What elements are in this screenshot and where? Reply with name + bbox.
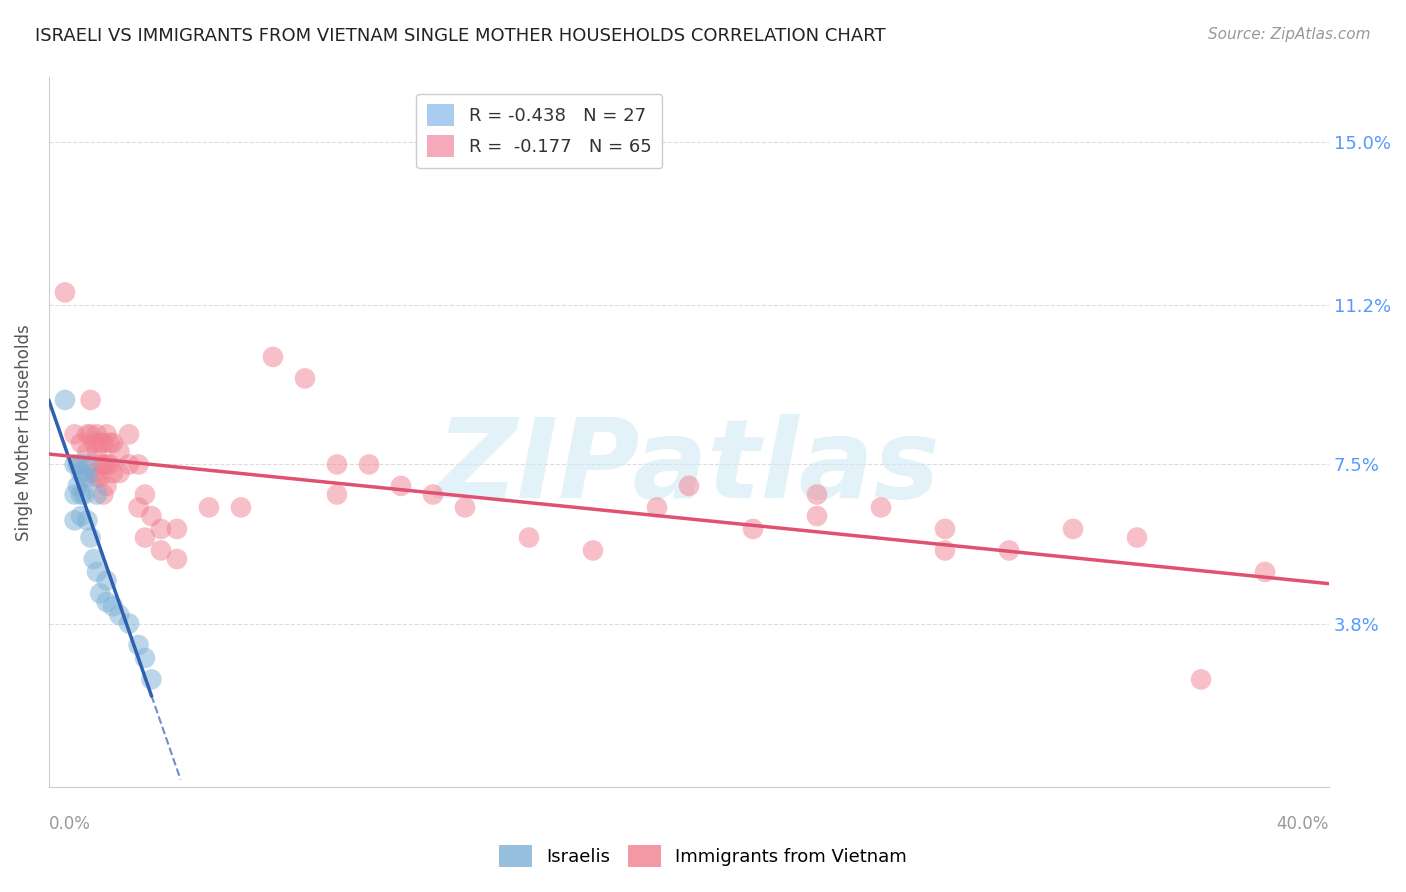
Point	[63, 458, 86, 472]
Point	[83, 466, 105, 480]
Point	[86, 427, 108, 442]
Text: 40.0%: 40.0%	[1277, 815, 1329, 833]
Point	[96, 595, 118, 609]
Point	[1254, 565, 1277, 579]
Point	[582, 543, 605, 558]
Point	[645, 500, 668, 515]
Point	[101, 436, 124, 450]
Point	[128, 458, 150, 472]
Point	[357, 458, 380, 472]
Point	[108, 466, 131, 480]
Point	[70, 458, 93, 472]
Point	[134, 531, 156, 545]
Point	[118, 616, 141, 631]
Point	[89, 436, 111, 450]
Point	[742, 522, 765, 536]
Point	[166, 552, 188, 566]
Point	[1189, 673, 1212, 687]
Point	[76, 444, 98, 458]
Point	[86, 565, 108, 579]
Point	[870, 500, 893, 515]
Legend: Israelis, Immigrants from Vietnam: Israelis, Immigrants from Vietnam	[492, 838, 914, 874]
Text: Source: ZipAtlas.com: Source: ZipAtlas.com	[1208, 27, 1371, 42]
Point	[63, 427, 86, 442]
Point	[262, 350, 284, 364]
Point	[79, 427, 101, 442]
Point	[166, 522, 188, 536]
Point	[118, 427, 141, 442]
Point	[1062, 522, 1084, 536]
Point	[806, 487, 828, 501]
Point	[229, 500, 252, 515]
Point	[108, 607, 131, 622]
Point	[326, 487, 349, 501]
Point	[63, 513, 86, 527]
Point	[108, 444, 131, 458]
Text: ZIPatlas: ZIPatlas	[437, 414, 941, 521]
Point	[118, 458, 141, 472]
Point	[1126, 531, 1149, 545]
Point	[70, 466, 93, 480]
Point	[96, 574, 118, 588]
Point	[73, 470, 96, 484]
Point	[128, 638, 150, 652]
Point	[93, 436, 115, 450]
Point	[149, 522, 172, 536]
Point	[422, 487, 444, 501]
Point	[86, 444, 108, 458]
Point	[96, 427, 118, 442]
Point	[76, 427, 98, 442]
Point	[141, 509, 163, 524]
Point	[326, 458, 349, 472]
Point	[66, 479, 89, 493]
Point	[934, 522, 956, 536]
Point	[89, 458, 111, 472]
Point	[98, 436, 121, 450]
Point	[294, 371, 316, 385]
Point	[89, 586, 111, 600]
Point	[53, 392, 76, 407]
Point	[389, 479, 412, 493]
Point	[83, 552, 105, 566]
Point	[70, 436, 93, 450]
Point	[98, 458, 121, 472]
Point	[70, 509, 93, 524]
Point	[678, 479, 700, 493]
Point	[76, 470, 98, 484]
Point	[134, 487, 156, 501]
Point	[63, 487, 86, 501]
Point	[53, 285, 76, 300]
Point	[79, 392, 101, 407]
Point	[79, 531, 101, 545]
Legend: R = -0.438   N = 27, R =  -0.177   N = 65: R = -0.438 N = 27, R = -0.177 N = 65	[416, 94, 662, 169]
Point	[454, 500, 477, 515]
Point	[101, 599, 124, 614]
Point	[96, 458, 118, 472]
Point	[101, 466, 124, 480]
Point	[93, 487, 115, 501]
Point	[998, 543, 1021, 558]
Point	[517, 531, 540, 545]
Point	[198, 500, 221, 515]
Point	[149, 543, 172, 558]
Text: ISRAELI VS IMMIGRANTS FROM VIETNAM SINGLE MOTHER HOUSEHOLDS CORRELATION CHART: ISRAELI VS IMMIGRANTS FROM VIETNAM SINGL…	[35, 27, 886, 45]
Point	[76, 513, 98, 527]
Point	[134, 651, 156, 665]
Point	[96, 479, 118, 493]
Text: 0.0%: 0.0%	[49, 815, 91, 833]
Point	[66, 458, 89, 472]
Point	[934, 543, 956, 558]
Point	[73, 487, 96, 501]
Point	[86, 487, 108, 501]
Point	[89, 470, 111, 484]
Y-axis label: Single Mother Households: Single Mother Households	[15, 324, 32, 541]
Point	[141, 673, 163, 687]
Point	[128, 500, 150, 515]
Point	[76, 458, 98, 472]
Point	[806, 509, 828, 524]
Point	[83, 436, 105, 450]
Point	[70, 487, 93, 501]
Point	[93, 458, 115, 472]
Point	[86, 470, 108, 484]
